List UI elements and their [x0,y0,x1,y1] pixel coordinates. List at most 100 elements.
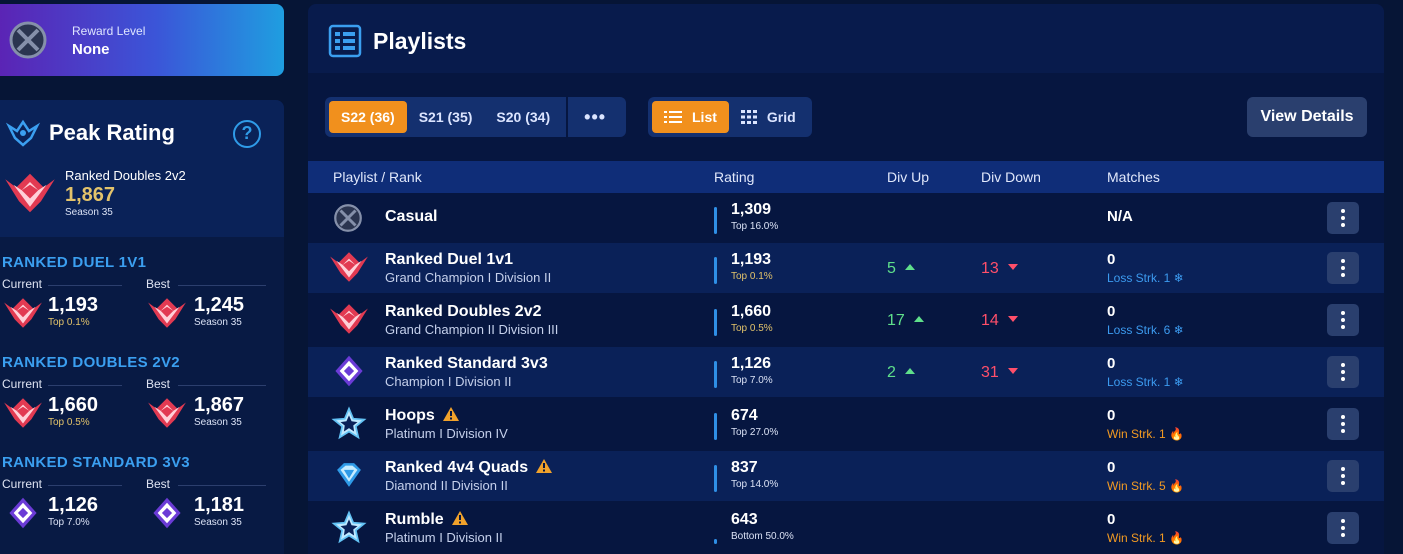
rating-value: 1,309 [731,201,772,218]
grand-champion-icon [2,296,44,330]
streak: Loss Strk. 1 ❄ [1107,375,1184,389]
peak-rating-title: Peak Rating [49,120,175,145]
table-row: Ranked Standard 3v3 Champion I Division … [308,347,1384,397]
current-sub: Top 0.5% [48,417,90,428]
row-menu-button[interactable] [1327,512,1359,544]
table-row: Ranked Doubles 2v2 Grand Champion II Div… [308,295,1384,345]
grand-champion-icon [328,302,370,336]
rating-percentile: Top 16.0% [731,221,779,232]
more-seasons-button[interactable]: ••• [584,106,607,127]
rating-percentile: Top 7.0% [731,375,773,386]
season-tab-s22[interactable]: S22 (36) [329,101,407,133]
streak: Loss Strk. 6 ❄ [1107,323,1184,337]
flame-icon: 🔥 [1169,427,1184,441]
rating-value: 1,660 [731,303,772,320]
current-rating: 1,660 [48,394,99,416]
playlist-rank: Champion I Division II [385,374,512,389]
rating-percentile: Bottom 50.0% [731,531,794,542]
snowflake-icon: ❄ [1173,323,1184,337]
table-row: Hoops Platinum I Division IV 674 Top 27.… [308,399,1384,449]
matches-value: 0 [1107,407,1116,424]
row-menu-button[interactable] [1327,252,1359,284]
mode-ranked-duel: RANKED DUEL 1V1 Current Best 1,193 Top 0… [0,254,284,354]
season-selector: S22 (36) S21 (35) S20 (34) ••• [325,97,627,137]
matches-value: N/A [1107,208,1133,225]
arrow-down-icon [1007,368,1018,374]
playlists-header: Playlists [308,4,1384,73]
current-rating: 1,193 [48,294,99,316]
row-menu-button[interactable] [1327,408,1359,440]
help-icon[interactable]: ? [233,120,261,148]
grand-champion-icon [328,250,370,284]
view-details-button[interactable]: View Details [1247,97,1367,137]
playlist-name: Ranked 4v4 Quads [385,459,552,477]
diamond-icon [328,458,370,492]
col-div-down: Div Down [981,169,1041,185]
snowflake-icon: ❄ [1173,375,1184,389]
mode-name: RANKED DUEL 1V1 [2,254,147,271]
playlist-rank: Platinum I Division II [385,530,503,545]
best-label: Best [146,477,171,491]
div-up: 17 [887,312,924,330]
rating-percentile: Top 0.5% [731,323,773,334]
list-view-button[interactable]: List [652,101,729,133]
table-row: Casual 1,309 Top 16.0% N/A [308,193,1384,243]
unranked-icon [8,20,48,60]
best-rating: 1,181 [194,494,245,516]
matches-value: 0 [1107,303,1116,320]
reward-level-card: Reward Level None [0,4,284,76]
streak: Win Strk. 1 🔥 [1107,427,1184,441]
warning-icon [452,511,468,525]
snowflake-icon: ❄ [1173,271,1184,285]
arrow-up-icon [904,264,915,270]
col-playlist: Playlist / Rank [333,169,422,185]
peak-rating-icon [5,119,41,147]
mode-ranked-standard: RANKED STANDARD 3V3 Current Best 1,126 T… [0,454,284,554]
rating-percentile: Top 14.0% [731,479,779,490]
mode-name: RANKED STANDARD 3V3 [2,454,190,471]
row-menu-button[interactable] [1327,356,1359,388]
playlist-name: Rumble [385,511,468,529]
playlist-name: Hoops [385,407,459,425]
row-menu-button[interactable] [1327,460,1359,492]
col-matches: Matches [1107,169,1160,185]
platinum-icon [328,510,370,544]
peak-rating-header: Peak Rating ? Ranked Doubles 2v2 1,867 S… [0,100,284,237]
arrow-down-icon [1007,316,1018,322]
table-row: Rumble Platinum I Division II 643 Bottom… [308,503,1384,553]
mode-name: RANKED DOUBLES 2V2 [2,354,180,371]
row-menu-button[interactable] [1327,304,1359,336]
div-down: 14 [981,312,1018,330]
playlist-name: Ranked Standard 3v3 [385,355,548,372]
playlist-name: Ranked Duel 1v1 [385,251,514,268]
rating-value: 674 [731,407,758,424]
season-tab-s21[interactable]: S21 (35) [418,109,473,125]
playlist-name: Casual [385,208,438,225]
playlists-panel: Playlists S22 (36) S21 (35) S20 (34) •••… [308,4,1384,554]
streak: Win Strk. 5 🔥 [1107,479,1184,493]
streak: Loss Strk. 1 ❄ [1107,271,1184,285]
current-label: Current [2,377,43,391]
matches-value: 0 [1107,511,1116,528]
grand-champion-icon [146,296,188,330]
playlists-title: Playlists [373,28,467,54]
view-toggle: List Grid [648,97,812,137]
playlist-rank: Grand Champion I Division II [385,270,552,285]
best-sub: Season 35 [194,417,242,428]
list-icon [664,111,682,123]
grid-view-button[interactable]: Grid [729,101,808,133]
playlist-rank: Platinum I Division IV [385,426,508,441]
reward-level-label: Reward Level [72,24,146,38]
peak-rating-value: 1,867 [65,184,116,206]
current-rating: 1,126 [48,494,99,516]
unranked-icon [333,203,363,233]
row-menu-button[interactable] [1327,202,1359,234]
rating-value: 837 [731,459,758,476]
platinum-icon [328,406,370,440]
arrow-down-icon [1007,264,1018,270]
best-rating: 1,245 [194,294,245,316]
div-up: 2 [887,364,915,382]
rating-value: 643 [731,511,758,528]
div-down: 31 [981,364,1018,382]
season-tab-s20[interactable]: S20 (34) [496,109,551,125]
